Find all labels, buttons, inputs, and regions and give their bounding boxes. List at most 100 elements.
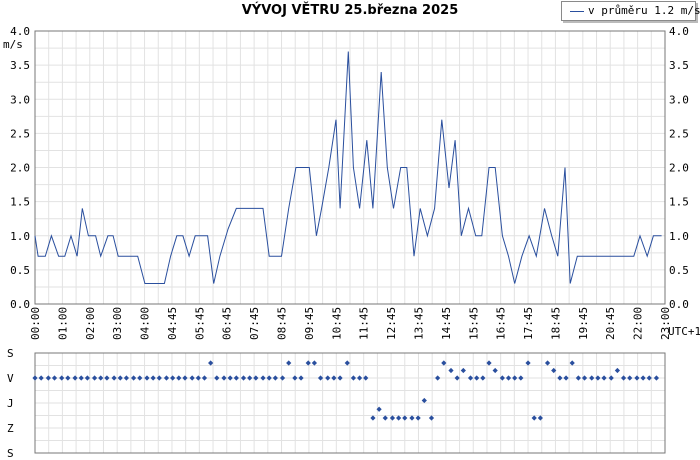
direction-point [331, 375, 337, 381]
direction-point [65, 375, 71, 381]
y-tick-label: 2.5 [669, 127, 689, 140]
x-tick-label: 19:45 [577, 307, 590, 340]
x-tick: 05:45 [193, 307, 206, 340]
direction-point [363, 375, 369, 381]
x-tick: 12:45 [385, 307, 398, 340]
direction-point [272, 375, 278, 381]
x-tick: 14:45 [440, 307, 453, 340]
direction-point [356, 375, 363, 381]
direction-point [227, 375, 233, 381]
x-tick: 23:00 [659, 307, 672, 340]
x-tick-label: 14:45 [440, 307, 453, 340]
y-ticks-left: 0.0 0.5 1.0 1.5 2.0 2.5 3.0 3.5 4.0 [10, 25, 30, 311]
direction-point [131, 375, 137, 381]
direction-point [421, 397, 427, 404]
direction-point [111, 375, 117, 381]
direction-point [441, 360, 447, 366]
direction-tick-label: S [7, 447, 14, 460]
direction-point [117, 375, 123, 381]
direction-point [518, 375, 524, 381]
direction-point [292, 375, 298, 381]
direction-point [492, 367, 498, 374]
x-tick: 00:00 [29, 307, 42, 340]
direction-point [376, 406, 382, 412]
x-tick-label: 10:45 [330, 307, 343, 340]
direction-point [32, 375, 38, 381]
direction-point [646, 375, 652, 381]
x-tick-label: 09:45 [303, 307, 316, 340]
direction-point [170, 375, 176, 381]
x-tick-label: 04:45 [166, 307, 179, 340]
chart-title: VÝVOJ VĚTRU 25.března 2025 [241, 3, 459, 18]
direction-point [531, 415, 537, 421]
direction-point [195, 375, 201, 381]
direction-point [640, 375, 646, 381]
x-tick: 07:45 [248, 307, 261, 340]
x-tick: 06:45 [221, 307, 234, 340]
x-tick: 10:45 [330, 307, 343, 340]
legend-label: v průměru 1.2 m/s [588, 4, 700, 17]
direction-point [163, 375, 170, 381]
legend: v průměru 1.2 m/s [561, 1, 700, 21]
x-tick: 22:00 [632, 307, 645, 340]
direction-point [104, 375, 110, 381]
y-axis-unit-label: m/s [3, 38, 23, 51]
direction-point [279, 375, 286, 381]
speed-plot-frame [34, 30, 666, 305]
direction-point [350, 375, 357, 381]
direction-point [460, 367, 466, 374]
x-tick-label: 12:45 [385, 307, 398, 340]
direction-tick-label: V [7, 372, 14, 385]
y-tick-label: 3.0 [10, 93, 30, 106]
direction-point [653, 375, 660, 381]
direction-point [505, 375, 512, 381]
direction-point [182, 375, 188, 381]
x-tick: 03:00 [111, 307, 124, 340]
direction-point [247, 375, 253, 381]
direction-point [454, 375, 460, 381]
direction-point [45, 375, 51, 381]
y-tick-label: 4.0 [669, 25, 689, 38]
y-tick-label: 0.5 [669, 264, 689, 277]
direction-point [266, 375, 272, 381]
direction-point [84, 375, 90, 381]
x-tick-label: 22:00 [632, 307, 645, 340]
direction-point [305, 360, 311, 366]
y-tick-label: 0.5 [10, 264, 30, 277]
direction-tick-label: J [7, 397, 14, 410]
x-tick-label: 08:45 [276, 307, 289, 340]
direction-point [467, 375, 474, 381]
direction-plot-frame [34, 352, 666, 454]
direction-point [286, 360, 292, 366]
y-tick-label: 3.5 [10, 59, 30, 72]
x-tick-label: 17:45 [522, 307, 535, 340]
direction-point [474, 375, 480, 381]
x-tick: 01:00 [56, 307, 69, 340]
direction-point [614, 367, 621, 374]
x-tick: 17:45 [522, 307, 535, 340]
x-tick-label: 00:00 [29, 307, 42, 340]
direction-point [253, 375, 259, 381]
direction-point [72, 375, 78, 381]
x-tick: 11:45 [358, 307, 371, 340]
direction-point [156, 375, 162, 381]
x-tick-label: 01:00 [56, 307, 69, 340]
direction-point [176, 375, 182, 381]
x-tick-label: 18:45 [549, 307, 562, 340]
x-tick-label: 03:00 [111, 307, 124, 340]
x-tick: 16:45 [495, 307, 508, 340]
x-tick: 15:45 [467, 307, 480, 340]
direction-point [150, 375, 156, 381]
direction-point [448, 367, 454, 374]
y-ticks-right: 0.0 0.5 1.0 1.5 2.0 2.5 3.0 3.5 4.0 [669, 25, 689, 311]
x-tick-label: 02:00 [84, 307, 97, 340]
direction-point [201, 375, 208, 381]
x-tick: 04:00 [139, 307, 152, 340]
direction-tick-label: S [7, 347, 14, 360]
x-tick: 04:45 [166, 307, 179, 340]
x-tick: 02:00 [84, 307, 97, 340]
direction-point [38, 375, 44, 381]
direction-point [123, 375, 130, 381]
direction-point [428, 415, 435, 421]
